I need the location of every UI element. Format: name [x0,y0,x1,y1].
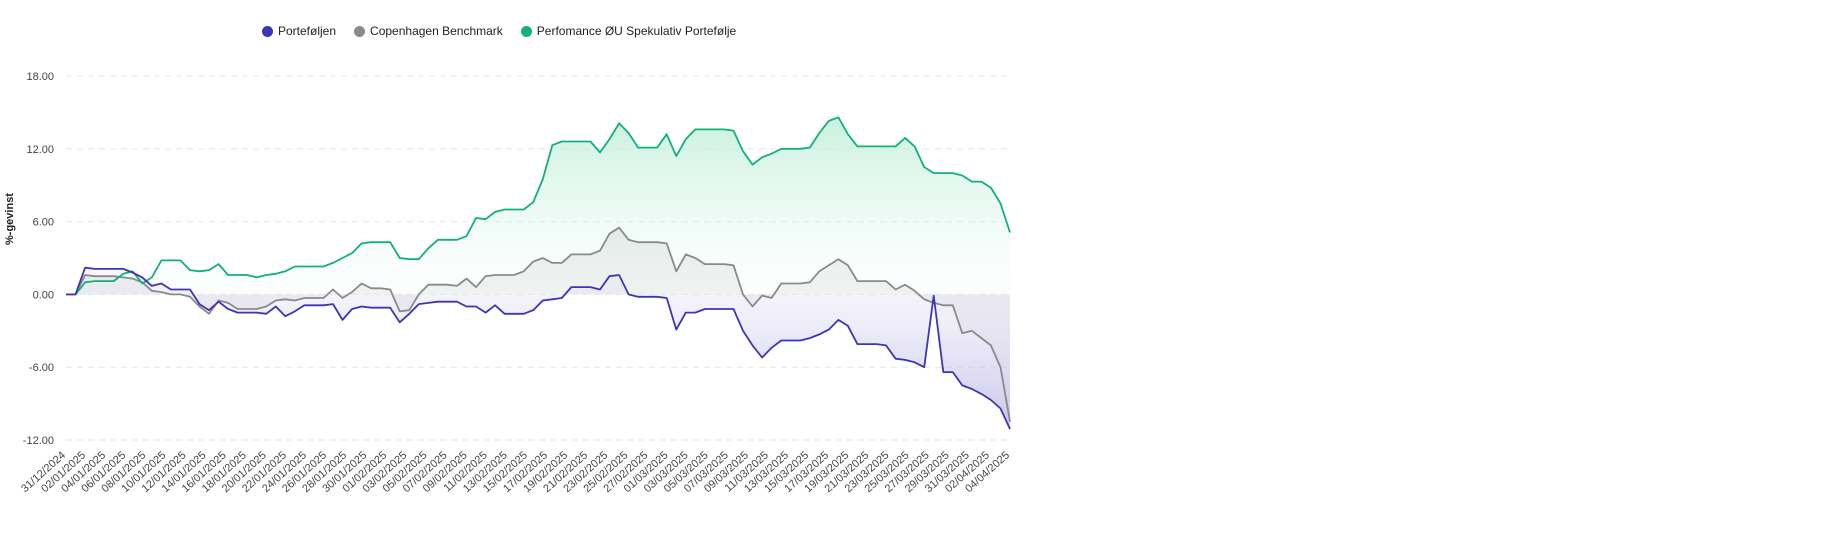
legend-label-benchmark: Copenhagen Benchmark [370,24,503,38]
y-tick-label: -12.00 [23,435,54,447]
series-line-1 [66,226,1011,422]
legend-item-benchmark[interactable]: Copenhagen Benchmark [354,24,503,38]
y-axis-ticks: 18.00 12.00 6.00 0.00 -6.00 -12.00 [23,71,54,447]
legend-label-portfolio: Porteføljen [278,24,337,38]
y-tick-label: 18.00 [26,71,54,83]
y-tick-label: 12.00 [26,144,54,156]
series-area-2 [66,117,1010,295]
legend-dot-benchmark [354,25,366,37]
legend-item-speculative[interactable]: Perfomance ØU Spekulativ Portefølje [520,24,737,38]
legend-label-speculative: Perfomance ØU Spekulativ Portefølje [536,24,737,38]
series-lines [66,116,1011,430]
y-tick-label: 6.00 [33,217,54,229]
legend-dot-speculative [520,25,532,37]
legend-dot-portfolio [262,25,273,37]
x-axis-ticks: 31/12/202402/01/202504/01/202506/01/2025… [19,449,1012,495]
series-area-0 [66,267,1010,430]
legend-item-portfolio[interactable]: Porteføljen [262,24,336,38]
y-tick-label: -6.00 [29,362,54,374]
chart-legend: Porteføljen Copenhagen Benchmark Perfoma… [262,24,736,38]
series-areas [66,117,1010,430]
series-line-0 [66,266,1011,430]
y-tick-label: 0.00 [33,289,54,301]
series-line-2 [66,116,1011,296]
